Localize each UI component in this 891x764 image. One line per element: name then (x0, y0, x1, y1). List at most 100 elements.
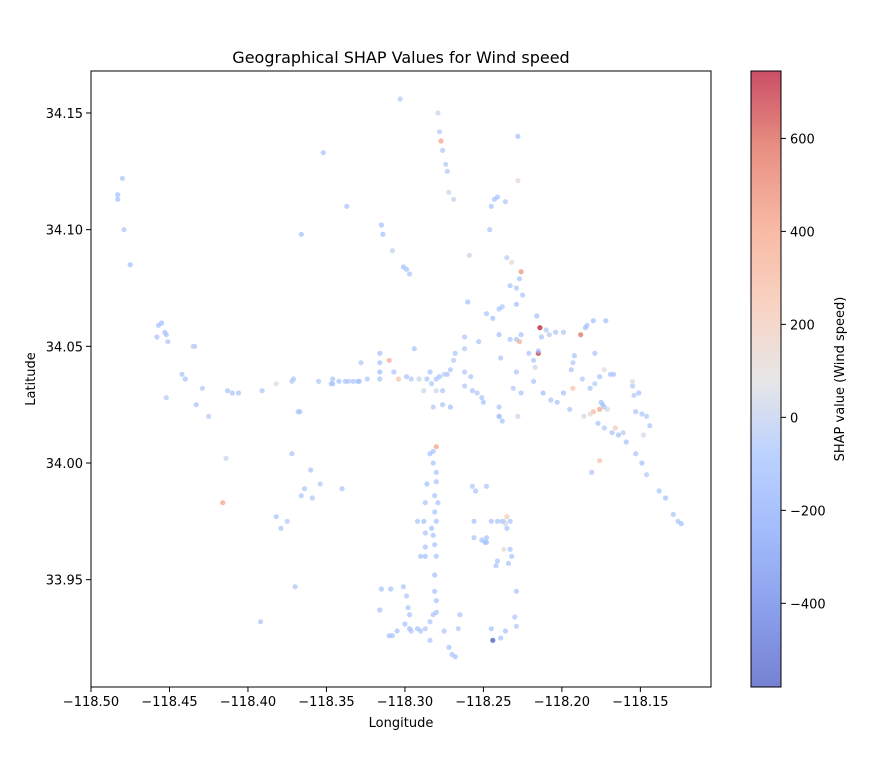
colorbar-tick-label: 0 (790, 411, 798, 426)
data-point (301, 486, 308, 492)
data-point (670, 511, 676, 517)
data-point (289, 451, 295, 457)
data-point (636, 390, 642, 396)
data-point (452, 350, 458, 356)
data-point (534, 313, 540, 319)
data-point (629, 383, 636, 389)
x-tick-label: −118.20 (534, 695, 590, 710)
data-point (471, 518, 477, 524)
data-point (589, 469, 595, 475)
data-point (553, 329, 559, 335)
data-point (193, 402, 199, 408)
data-point (421, 518, 427, 524)
data-point (422, 500, 428, 506)
data-point (418, 628, 424, 634)
data-point (284, 518, 290, 524)
data-point (422, 553, 428, 559)
data-point (377, 376, 383, 382)
data-point (436, 129, 443, 135)
data-point (350, 378, 356, 384)
data-point (163, 395, 169, 401)
data-point (182, 376, 188, 382)
data-point (568, 367, 574, 373)
data-point (623, 439, 629, 445)
data-point (446, 644, 452, 650)
data-point (451, 196, 457, 202)
data-point (515, 413, 521, 419)
data-point (504, 525, 510, 531)
data-point (595, 420, 601, 426)
data-point (516, 339, 523, 345)
data-point (403, 266, 410, 272)
data-point (531, 378, 537, 384)
data-point (179, 371, 185, 377)
data-point (510, 385, 516, 391)
data-point (427, 619, 433, 625)
data-point (121, 227, 127, 233)
data-point (516, 276, 523, 282)
y-tick-label: 33.95 (46, 574, 83, 589)
data-point (494, 194, 501, 200)
x-tick-label: −118.30 (377, 695, 433, 710)
data-point (465, 299, 471, 305)
data-point (462, 334, 468, 340)
colorbar-frame (750, 70, 782, 688)
data-point (469, 483, 475, 489)
data-points (115, 96, 684, 660)
data-point (444, 168, 450, 174)
data-point (597, 374, 603, 380)
data-point (433, 376, 439, 382)
data-point (644, 413, 650, 419)
data-point (440, 388, 446, 394)
data-point (483, 535, 490, 541)
data-point (441, 371, 447, 377)
data-point (162, 329, 168, 335)
data-point (424, 481, 430, 487)
data-point (612, 425, 618, 431)
data-point (507, 283, 513, 289)
data-point (429, 381, 435, 387)
data-point (647, 423, 653, 429)
data-point (405, 605, 411, 611)
data-point (309, 495, 315, 501)
data-point (507, 336, 513, 342)
data-point (532, 364, 538, 370)
data-point (356, 378, 362, 384)
data-point (480, 399, 486, 405)
data-point (493, 563, 499, 569)
data-point (515, 133, 521, 139)
data-point (389, 633, 395, 639)
data-point (339, 486, 345, 492)
data-point (394, 628, 400, 634)
data-point (298, 493, 304, 499)
data-point (435, 110, 441, 116)
data-point (441, 628, 447, 634)
data-point (488, 626, 494, 632)
data-point (490, 315, 496, 321)
colorbar-tick-label: 200 (790, 318, 815, 333)
colorbar-tick-label: 400 (790, 225, 815, 240)
data-point (597, 406, 603, 412)
data-point (604, 406, 611, 412)
data-point (408, 628, 414, 634)
data-point (535, 348, 541, 354)
colorbar-tick-label: 600 (790, 132, 815, 147)
data-point (407, 271, 413, 277)
data-point (513, 369, 520, 375)
data-point (433, 388, 439, 394)
data-point (154, 334, 160, 340)
data-point (115, 192, 121, 198)
colorbar-tick-label: −400 (790, 597, 826, 612)
data-point (199, 385, 205, 391)
data-point (538, 334, 545, 340)
data-point (418, 553, 424, 559)
data-point (430, 460, 436, 466)
data-point (190, 343, 196, 349)
data-point (466, 252, 472, 258)
y-tick-label: 34.10 (46, 224, 83, 239)
data-point (483, 539, 490, 545)
data-point (396, 376, 402, 382)
y-tick-label: 34.15 (46, 107, 83, 122)
data-point (678, 521, 684, 527)
data-point (502, 521, 508, 527)
